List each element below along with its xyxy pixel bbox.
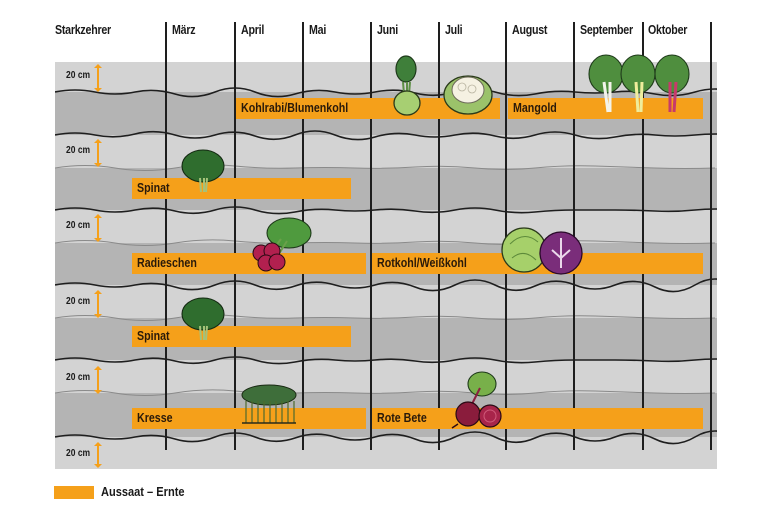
bar-label: Mangold: [513, 100, 557, 115]
legend-swatch: [54, 486, 94, 499]
bar-label: Kohlrabi/Blumenkohl: [241, 100, 349, 115]
grid-line-august: [505, 22, 507, 450]
soil-lines: [55, 87, 717, 445]
month-september: September: [580, 22, 633, 37]
bar-label: Rote Bete: [377, 410, 427, 425]
spacing-arrow-icon: [94, 290, 102, 318]
bar-label: Kresse: [137, 410, 173, 425]
cress-icon: [241, 384, 297, 424]
bar-mangold: Mangold: [508, 98, 703, 119]
legend-label: Aussaat – Ernte: [101, 484, 185, 499]
month-maerz: März: [172, 22, 196, 37]
grid-line-end: [710, 22, 712, 450]
spacing-label: 20 cm: [66, 296, 91, 307]
grid-line-juni: [370, 22, 372, 450]
spacing-label: 20 cm: [66, 448, 91, 459]
bar-label: Rotkohl/Weißkohl: [377, 255, 467, 270]
red-cabbage-icon: [539, 231, 583, 275]
month-august: August: [512, 22, 548, 37]
bar-label: Spinat: [137, 328, 170, 343]
spacing-arrow-icon: [94, 442, 102, 468]
bar-radieschen: Radieschen: [132, 253, 366, 274]
spacing-label: 20 cm: [66, 145, 91, 156]
spinach-icon: [181, 149, 225, 193]
spacing-arrow-icon: [94, 366, 102, 394]
cauliflower-icon: [443, 75, 493, 115]
spacing-label: 20 cm: [66, 70, 91, 81]
month-juli: Juli: [445, 22, 463, 37]
grid-line-april: [234, 22, 236, 450]
beetroot-icon: [451, 371, 502, 429]
bar-rote-bete: Rote Bete: [372, 408, 703, 429]
chard-icon: [588, 54, 690, 113]
bar-spinat-1: Spinat: [132, 178, 351, 199]
kohlrabi-icon: [393, 55, 421, 116]
spacing-arrow-icon: [94, 64, 102, 92]
month-april: April: [241, 22, 265, 37]
month-juni: Juni: [377, 22, 398, 37]
grid-line-oktober: [642, 22, 644, 450]
grid-line-maerz: [165, 22, 167, 450]
bar-kresse: Kresse: [132, 408, 366, 429]
radish-icon: [252, 217, 312, 272]
month-mai: Mai: [309, 22, 327, 37]
spacing-arrow-icon: [94, 214, 102, 242]
spinach-icon: [181, 297, 225, 341]
bar-kohlrabi-blumenkohl: Kohlrabi/Blumenkohl: [236, 98, 500, 119]
bar-label: Radieschen: [137, 255, 197, 270]
chart-title: Starkzehrer: [55, 22, 111, 37]
bar-label: Spinat: [137, 180, 170, 195]
spacing-arrow-icon: [94, 139, 102, 167]
spacing-label: 20 cm: [66, 372, 91, 383]
spacing-label: 20 cm: [66, 220, 91, 231]
grid-line-juli: [438, 22, 440, 450]
month-oktober: Oktober: [648, 22, 688, 37]
bar-spinat-2: Spinat: [132, 326, 351, 347]
